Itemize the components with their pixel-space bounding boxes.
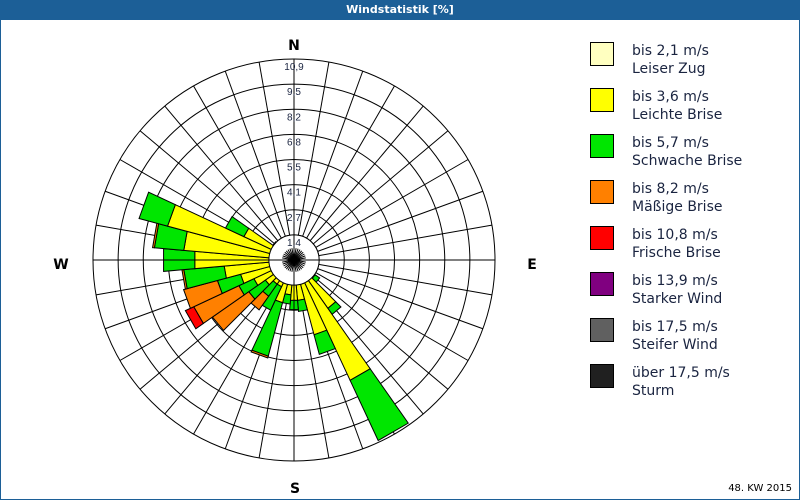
radial-tick-label: 1,4 [287,238,301,249]
radial-tick-label: 6,8 [287,137,301,148]
legend-swatch [590,318,614,342]
legend-swatch [590,364,614,388]
legend-label: bis 5,7 m/s Schwache Brise [632,135,743,169]
legend-label: bis 8,2 m/s Mäßige Brise [632,181,723,215]
grid-spoke [193,85,282,239]
legend-item: bis 10,8 m/s Frische Brise [590,226,790,272]
grid-spoke [258,284,291,459]
grid-spoke [224,70,286,237]
grid-spoke [139,130,276,245]
legend-label: bis 17,5 m/s Steifer Wind [632,319,718,353]
grid-spoke [312,130,449,245]
radial-tick-label: 2,7 [287,213,301,224]
grid-spoke [297,61,330,236]
week-label: 48. KW 2015 [728,483,792,494]
grid-spoke [302,70,364,237]
petal-segment [313,329,336,356]
radial-tick-label: 9,5 [287,87,301,98]
legend-item: bis 17,5 m/s Steifer Wind [590,318,790,364]
grid-spoke [297,284,330,459]
radial-tick-label: 8,2 [287,112,301,123]
legend-label: bis 2,1 m/s Leiser Zug [632,43,709,77]
legend-item: bis 8,2 m/s Mäßige Brise [590,180,790,226]
legend-swatch [590,180,614,204]
grid-spoke [317,190,484,252]
grid-spoke [164,105,279,242]
legend-swatch [590,42,614,66]
legend-item: bis 2,1 m/s Leiser Zug [590,42,790,88]
petal-segment [250,349,269,359]
petal-segment [295,263,371,382]
grid-spoke [318,263,493,296]
petal-segment [349,368,409,442]
legend-label: bis 13,9 m/s Starker Wind [632,273,723,307]
compass-label-e: E [527,257,537,273]
petal-segment [184,306,205,330]
petal-segment [138,191,176,227]
grid-spoke [306,85,395,239]
legend-label: bis 10,8 m/s Frische Brise [632,227,721,261]
compass-label-s: S [290,481,300,497]
grid-spoke [317,268,484,330]
legend: bis 2,1 m/s Leiser Zug bis 3,6 m/s Leichte … [590,42,790,410]
compass-label-n: N [288,38,300,54]
grid-spoke [309,105,424,242]
legend-item: bis 5,7 m/s Schwache Brise [590,134,790,180]
legend-swatch [590,226,614,250]
legend-label: über 17,5 m/s Sturm [632,365,730,399]
petal-segment [224,215,250,238]
grid-spoke [318,224,493,257]
grid-spoke [315,272,469,361]
petal-segment [296,298,308,313]
grid-spoke [315,159,469,248]
legend-label: bis 3,6 m/s Leichte Brise [632,89,723,123]
legend-item: über 17,5 m/s Sturm [590,364,790,410]
chart-title: Windstatistik [%] [0,0,800,20]
legend-swatch [590,272,614,296]
grid-spoke [258,61,291,236]
grid-spoke [312,275,449,390]
legend-swatch [590,88,614,112]
radial-tick-label: 4,1 [287,188,301,199]
legend-item: bis 13,9 m/s Starker Wind [590,272,790,318]
radial-tick-label: 5,5 [287,163,301,174]
legend-item: bis 3,6 m/s Leichte Brise [590,88,790,134]
radial-tick-label: 10,9 [284,62,304,73]
legend-swatch [590,134,614,158]
compass-label-w: W [53,257,68,273]
